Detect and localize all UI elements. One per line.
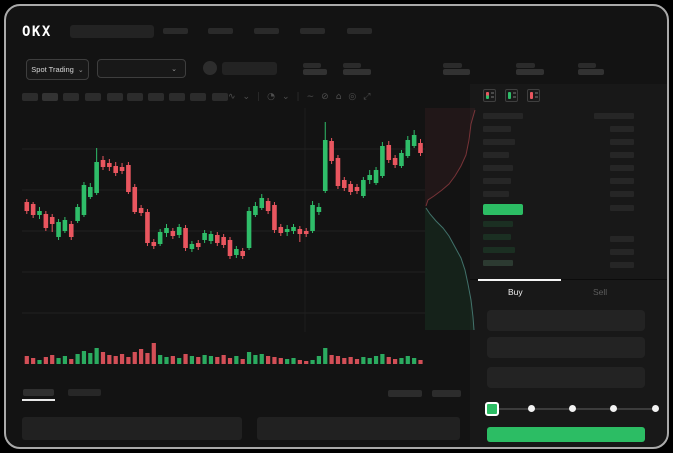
book-combined-icon[interactable] [483,89,496,102]
nav-item[interactable] [254,28,279,34]
amount-cell[interactable] [610,126,634,132]
bid-row[interactable] [483,221,513,227]
amount-cell[interactable] [610,191,634,197]
okx-logo[interactable]: OKX [22,24,52,40]
amount-slider-handle[interactable] [485,402,499,416]
book-asks-icon[interactable] [527,89,540,102]
ask-row[interactable] [483,178,511,184]
divider: | [257,92,261,102]
timeframe-button[interactable] [63,93,79,101]
amount-cell[interactable] [610,236,634,242]
nav-item[interactable] [208,28,233,34]
chart-tool-icons[interactable]: ∿ ⌄ | ◔ ⌄ | ∼ ⊘ ⌂ ◎ ⤢ [228,90,370,104]
slider-stop-25[interactable] [527,405,535,412]
draw-tool-icon[interactable]: ⊘ [321,92,329,102]
ask-row[interactable] [483,126,511,132]
nav-item[interactable] [163,28,188,34]
timeframe-button[interactable] [190,93,206,101]
bottom-action[interactable] [432,390,461,397]
amount-cell[interactable] [610,249,634,255]
divider: | [296,92,300,102]
app-window: OKX Spot Trading ⌄ ⌄ ∿ ⌄ | ◔ ⌄ | [4,4,669,449]
total-input[interactable] [487,367,645,388]
bottom-tab[interactable] [68,389,101,396]
divider [470,279,667,280]
amount-cell[interactable] [610,262,634,268]
pair-name-placeholder [222,62,277,75]
slider-stop-75[interactable] [610,405,618,412]
tab-sell[interactable]: Sell [593,287,608,297]
chevron-down-icon: ⌄ [171,65,177,73]
amount-cell[interactable] [610,152,634,158]
ask-row[interactable] [483,113,523,119]
bid-row[interactable] [483,247,515,253]
timeframe-button[interactable] [22,93,38,101]
amount-cell[interactable] [594,113,634,119]
amount-input[interactable] [487,337,645,358]
last-price-bar [483,204,523,215]
pair-selector[interactable]: ⌄ [97,59,186,78]
price-input[interactable] [487,310,645,331]
timeframe-button[interactable] [169,93,185,101]
coin-icon [203,61,217,75]
ask-row[interactable] [483,165,513,171]
amount-cell[interactable] [610,165,634,171]
tab-buy[interactable]: Buy [508,287,523,297]
bid-row[interactable] [483,234,511,240]
amount-cell[interactable] [610,139,634,145]
slider-stop-100[interactable] [651,405,659,412]
orders-panel-placeholder [22,417,242,440]
amount-cell[interactable] [610,178,634,184]
amount-cell[interactable] [610,205,634,211]
chevron-down-icon[interactable]: ⌄ [282,92,290,102]
search-input[interactable] [70,25,154,38]
ask-row[interactable] [483,152,509,158]
target-tool-icon[interactable]: ◎ [348,92,357,102]
slider-stop-50[interactable] [569,405,576,412]
timeframe-button[interactable] [127,93,143,101]
ask-row[interactable] [483,139,515,145]
active-tab-indicator [478,278,561,281]
market-type-selector[interactable]: Spot Trading ⌄ [26,59,89,80]
bottom-tab-active[interactable] [23,389,54,396]
market-type-label: Spot Trading [31,65,74,74]
expand-icon[interactable]: ⤢ [363,92,371,102]
buy-submit-button[interactable] [487,427,645,442]
timeframe-button[interactable] [212,93,228,101]
timeframe-button[interactable] [148,93,164,101]
timeframe-button[interactable] [107,93,123,101]
history-panel-placeholder [257,417,460,440]
chevron-down-icon[interactable]: ⌄ [242,92,251,102]
book-bids-icon[interactable] [505,89,518,102]
bottom-tab-underline [22,399,55,401]
chevron-down-icon: ⌄ [77,66,84,74]
timeframe-button[interactable] [42,93,58,101]
nav-item[interactable] [347,28,372,34]
home-tool-icon[interactable]: ⌂ [335,92,342,102]
indicator-clock-icon[interactable]: ◔ [267,92,275,102]
wave-tool-icon[interactable]: ∼ [306,92,315,102]
ask-row[interactable] [483,191,509,197]
bid-row[interactable] [483,260,513,266]
line-style-icon[interactable]: ∿ [228,92,236,102]
nav-item[interactable] [300,28,325,34]
timeframe-button[interactable] [85,93,101,101]
price-chart[interactable] [4,4,669,449]
bottom-action[interactable] [388,390,422,397]
